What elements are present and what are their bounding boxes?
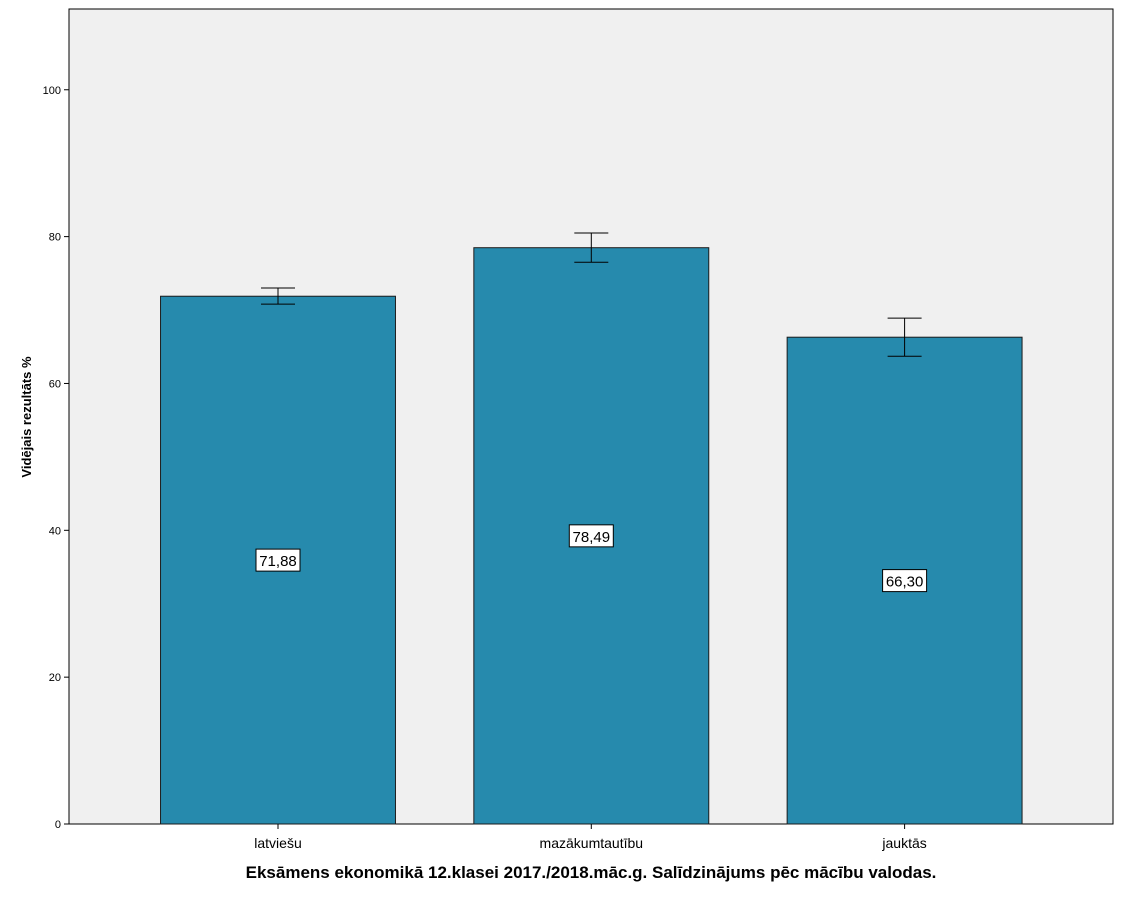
y-tick-label: 20 [49,672,61,684]
y-tick-label: 60 [49,378,61,390]
y-tick-label: 100 [43,85,61,97]
data-label: 71,88 [259,553,297,570]
data-label-box [255,548,301,572]
y-tick-label: 80 [49,232,61,244]
y-axis-ticks: 0 20 40 60 80 100 [43,85,69,831]
y-tick-label: 40 [49,525,61,537]
data-label: 78,49 [573,529,611,546]
x-axis-label: Eksāmens ekonomikā 12.klasei 2017./2018.… [246,863,937,882]
y-axis-label: Vidējais rezultāts % [19,356,34,478]
y-tick-label: 0 [55,819,61,831]
x-tick-label: latviešu [254,835,301,851]
bars: 71,88 78,49 66,30 [160,232,1023,825]
data-label-box [568,524,614,548]
data-label-box [882,569,928,593]
data-label: 66,30 [886,574,924,591]
x-axis-ticks: latviešu mazākumtautību jauktās [254,824,927,851]
x-tick-label: jauktās [881,835,926,851]
x-tick-label: mazākumtautību [540,835,644,851]
